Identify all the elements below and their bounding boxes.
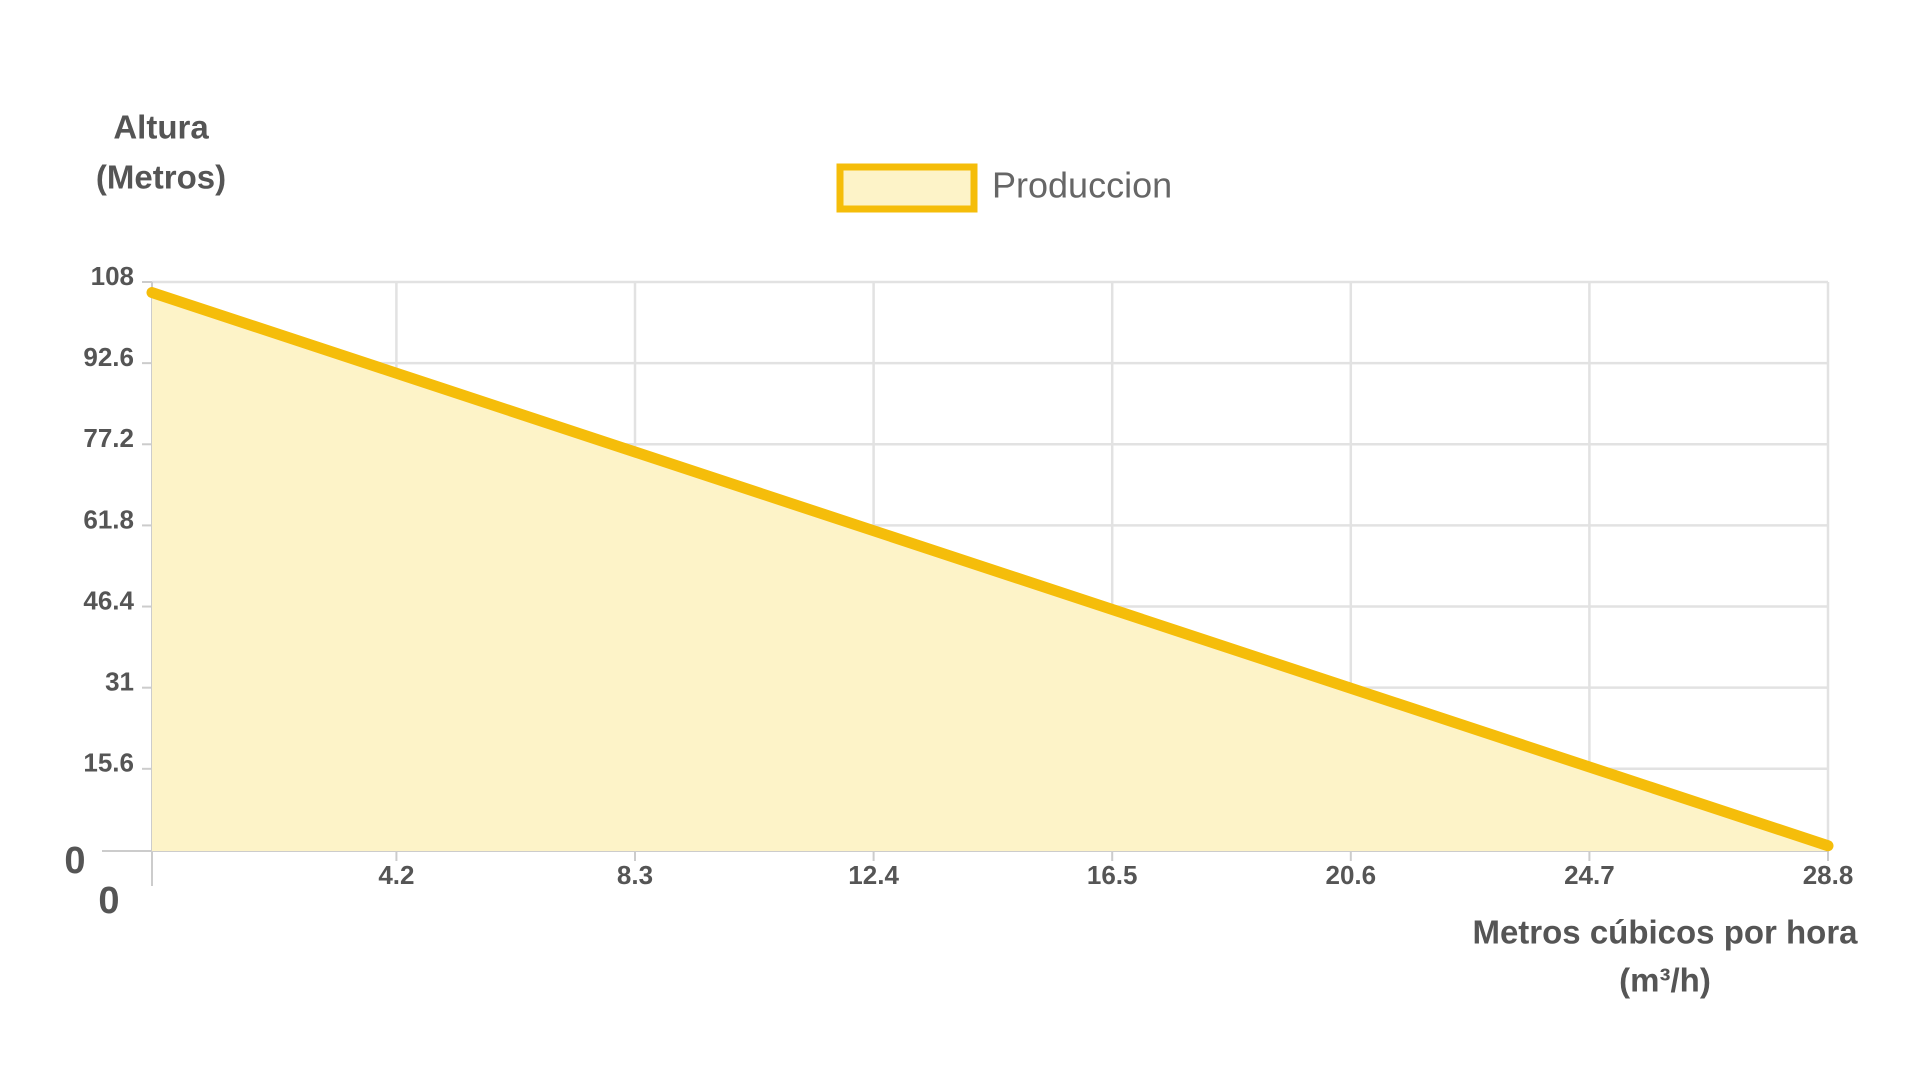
x-tick-label: 28.8	[1803, 860, 1854, 890]
x-tick-label: 16.5	[1087, 860, 1138, 890]
y-axis-title: (Metros)	[96, 159, 226, 196]
y-tick-label: 77.2	[83, 423, 134, 453]
x-axis-title: Metros cúbicos por hora	[1472, 914, 1858, 951]
y-tick-label: 31	[105, 667, 134, 697]
y-tick-label: 61.8	[83, 504, 134, 534]
x-tick-label: 24.7	[1564, 860, 1615, 890]
legend-swatch	[836, 163, 978, 213]
x-axis-title: (m³/h)	[1619, 962, 1711, 999]
x-tick-label: 8.3	[617, 860, 653, 890]
x-tick-label: 12.4	[848, 860, 899, 890]
y-tick-label: 108	[91, 261, 134, 291]
y-tick-label: 92.6	[83, 342, 134, 372]
y-tick-label: 15.6	[83, 748, 134, 778]
y-axis-title: Altura	[113, 109, 209, 146]
y-tick-label: 0	[64, 840, 85, 882]
x-tick-label: 0	[98, 880, 119, 922]
x-tick-label: 4.2	[378, 860, 414, 890]
y-tick-label: 46.4	[83, 585, 134, 615]
legend-label: Produccion	[992, 165, 1172, 206]
line	[146, 287, 1834, 852]
x-tick-label: 20.6	[1326, 860, 1377, 890]
